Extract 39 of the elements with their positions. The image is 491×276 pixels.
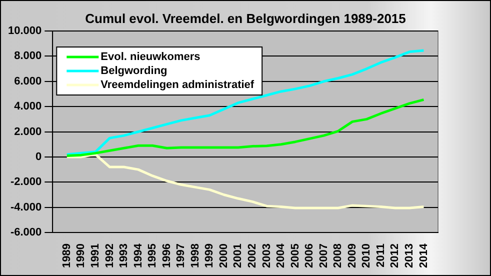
x-tick-label: 2005 — [289, 244, 302, 268]
x-tick-label: 2004 — [275, 242, 288, 268]
x-tick-label: 2002 — [246, 244, 258, 268]
legend-label: Evol. nieuwkomers — [100, 51, 200, 64]
y-tick-label: 4.000 — [14, 100, 42, 113]
y-tick-label: 0 — [36, 150, 42, 163]
x-tick-label: 2013 — [403, 244, 416, 268]
x-tick-label: 1990 — [75, 244, 88, 268]
chart-title: Cumul evol. Vreemdel. en Belgwordingen 1989-2015 — [84, 11, 407, 26]
x-tick-label: 2001 — [232, 244, 244, 268]
x-tick-label: 1993 — [118, 244, 130, 268]
x-tick-label: 1994 — [132, 242, 144, 268]
x-tick-label: 2000 — [218, 244, 230, 268]
y-tick-label: -6.000 — [10, 226, 42, 239]
y-tick-label: -2.000 — [10, 176, 42, 188]
x-tick-label: 2007 — [318, 244, 330, 268]
x-tick-label: 2014 — [418, 242, 430, 268]
x-tick-label: 2008 — [332, 244, 344, 268]
x-tick-label: 2009 — [346, 244, 358, 268]
x-tick-label: 1991 — [89, 244, 102, 268]
x-tick-label: 2003 — [260, 244, 273, 268]
x-tick-label: 1999 — [204, 244, 216, 268]
x-tick-label: 1989 — [60, 244, 73, 268]
x-tick-label: 1997 — [175, 244, 188, 268]
x-tick-label: 2011 — [374, 244, 387, 268]
x-tick-label: 2012 — [389, 244, 402, 268]
x-tick-label: 1996 — [160, 244, 173, 268]
y-tick-label: 6.000 — [14, 75, 42, 88]
x-tick-label: 1992 — [104, 244, 116, 268]
y-tick-label: 2.000 — [14, 126, 42, 138]
legend-label: Belgwording — [100, 65, 168, 78]
y-tick-label: 8.000 — [14, 50, 42, 62]
y-tick-label: -4.000 — [10, 201, 42, 214]
x-tick-label: 1998 — [189, 244, 202, 268]
x-tick-label: 1995 — [146, 244, 159, 268]
x-tick-label: 2010 — [360, 244, 373, 268]
x-tick-label: 2006 — [304, 244, 316, 268]
legend-label: Vreemdelingen administratief — [100, 79, 254, 92]
y-tick-label: 10.000 — [8, 25, 42, 38]
